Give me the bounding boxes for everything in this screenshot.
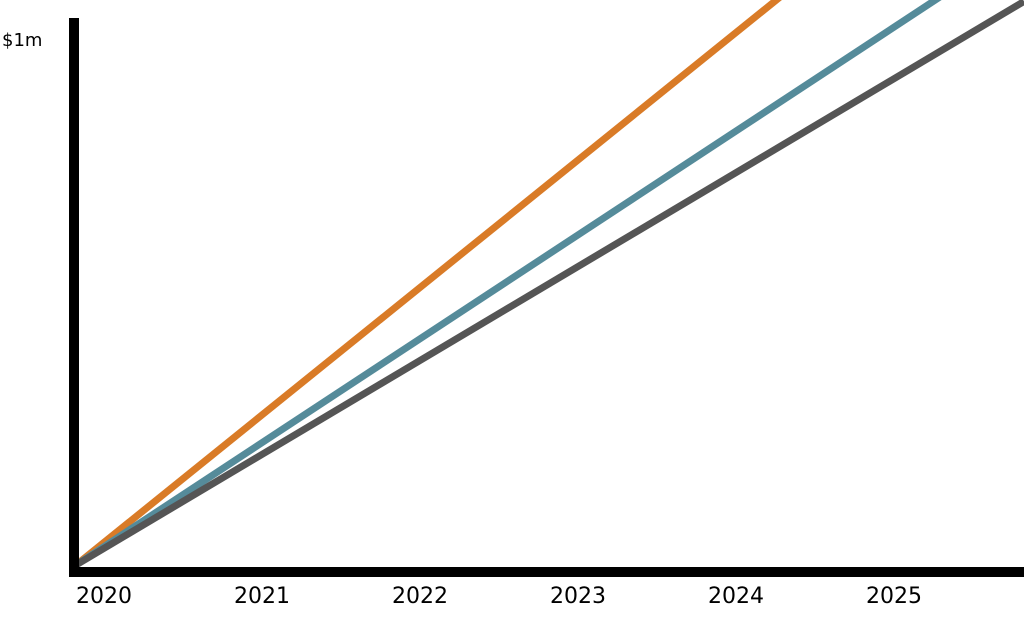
- x-tick-label: 2021: [234, 584, 290, 609]
- x-tick-label: 2024: [708, 584, 764, 609]
- x-tick-label: 2022: [392, 584, 448, 609]
- x-tick-label: 2023: [550, 584, 606, 609]
- y-tick-label: $1m: [2, 30, 42, 51]
- line-series: [74, 0, 1024, 569]
- line-series: [74, 0, 942, 568]
- y-axis: [69, 18, 79, 577]
- line-series: [73, 0, 782, 568]
- x-tick-label: 2020: [76, 584, 132, 609]
- x-axis: [69, 567, 1024, 577]
- x-tick-label: 2025: [866, 584, 922, 609]
- plot-area: [73, 0, 1024, 569]
